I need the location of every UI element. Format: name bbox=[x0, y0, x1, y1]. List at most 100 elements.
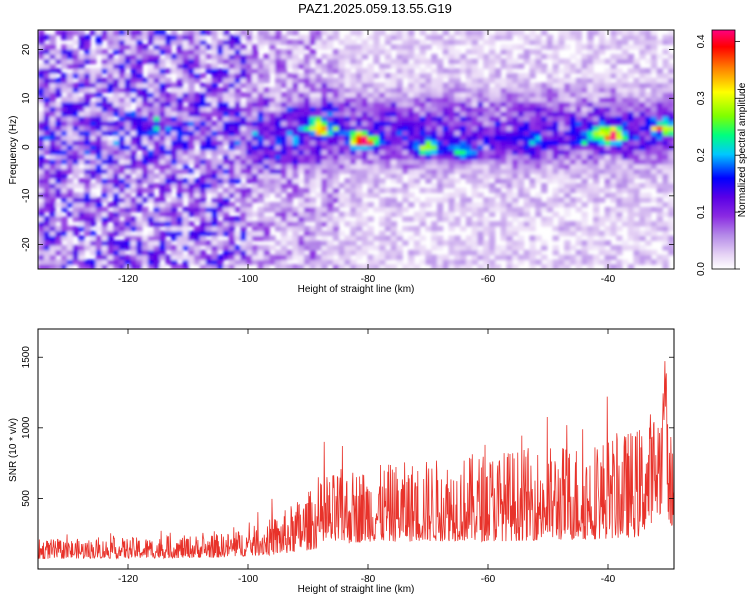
heatmap-cell bbox=[124, 211, 132, 218]
heatmap-cell bbox=[610, 135, 617, 141]
heatmap-cell bbox=[338, 77, 346, 84]
heatmap-cell bbox=[465, 206, 473, 213]
heatmap-cell bbox=[332, 106, 340, 112]
heatmap-cell bbox=[419, 206, 426, 213]
heatmap-cell bbox=[558, 116, 565, 122]
heatmap-cell bbox=[517, 259, 525, 265]
heatmap-cell bbox=[541, 245, 548, 251]
heatmap-cell bbox=[286, 211, 293, 218]
heatmap-cell bbox=[633, 82, 640, 88]
heatmap-cell bbox=[124, 82, 132, 88]
heatmap-cell bbox=[136, 221, 143, 227]
heatmap-cell bbox=[350, 259, 357, 265]
heatmap-cell bbox=[552, 120, 559, 127]
heatmap-cell bbox=[38, 187, 45, 194]
heatmap-cell bbox=[408, 77, 415, 84]
heatmap-cell bbox=[107, 77, 114, 84]
heatmap-cell bbox=[639, 73, 646, 79]
heatmap-cell bbox=[292, 125, 299, 131]
heatmap-cell bbox=[390, 187, 398, 194]
heatmap-cell bbox=[529, 249, 536, 256]
heatmap-cell bbox=[396, 168, 403, 174]
heatmap-cell bbox=[298, 135, 305, 141]
heatmap-cell bbox=[390, 144, 398, 151]
heatmap-cell bbox=[194, 92, 201, 98]
heatmap-cell bbox=[90, 68, 97, 74]
heatmap-cell bbox=[338, 82, 346, 88]
heatmap-cell bbox=[101, 120, 108, 127]
heatmap-cell bbox=[332, 225, 340, 232]
heatmap-cell bbox=[107, 39, 114, 45]
heatmap-cell bbox=[575, 139, 583, 146]
heatmap-cell bbox=[436, 77, 444, 84]
heatmap-cell bbox=[332, 87, 340, 93]
heatmap-cell bbox=[101, 101, 108, 108]
heatmap-cell bbox=[95, 202, 103, 208]
heatmap-cell bbox=[194, 96, 201, 103]
heatmap-cell bbox=[668, 92, 674, 98]
heatmap-cell bbox=[396, 116, 403, 122]
heatmap-cell bbox=[408, 159, 415, 165]
heatmap-cell bbox=[55, 87, 62, 93]
heatmap-cell bbox=[327, 249, 334, 256]
heatmap-cell bbox=[390, 101, 398, 108]
heatmap-cell bbox=[246, 230, 253, 237]
heatmap-cell bbox=[66, 154, 74, 160]
heatmap-cell bbox=[425, 101, 432, 108]
heatmap-cell bbox=[90, 216, 97, 222]
heatmap-cell bbox=[280, 73, 288, 79]
heatmap-cell bbox=[460, 125, 467, 131]
heatmap-cell bbox=[153, 135, 161, 141]
heatmap-cell bbox=[338, 120, 346, 127]
heatmap-cell bbox=[286, 77, 293, 84]
heatmap-cell bbox=[113, 92, 120, 98]
heatmap-cell bbox=[569, 82, 577, 88]
heatmap-cell bbox=[436, 264, 444, 269]
heatmap-cell bbox=[604, 73, 611, 79]
heatmap-cell bbox=[332, 173, 340, 179]
heatmap-cell bbox=[38, 225, 45, 232]
heatmap-cell bbox=[471, 87, 479, 93]
heatmap-cell bbox=[593, 44, 600, 50]
heatmap-cell bbox=[477, 106, 484, 112]
heatmap-cell bbox=[257, 135, 265, 141]
heatmap-cell bbox=[471, 249, 479, 256]
heatmap-cell bbox=[228, 63, 236, 69]
heatmap-cell bbox=[90, 135, 97, 141]
heatmap-cell bbox=[668, 154, 674, 160]
heatmap-cell bbox=[471, 159, 479, 165]
heatmap-cell bbox=[500, 135, 507, 141]
heatmap-cell bbox=[234, 92, 241, 98]
heatmap-cell bbox=[390, 63, 398, 69]
heatmap-cell bbox=[384, 135, 392, 141]
heatmap-cell bbox=[223, 192, 230, 198]
heatmap-cell bbox=[587, 63, 594, 69]
heatmap-cell bbox=[315, 149, 322, 155]
heatmap-cell bbox=[234, 73, 241, 79]
heatmap-cell bbox=[627, 68, 635, 74]
heatmap-cell bbox=[419, 87, 426, 93]
heatmap-cell bbox=[413, 135, 421, 141]
heatmap-cell bbox=[546, 73, 554, 79]
heatmap-cell bbox=[234, 68, 241, 74]
heatmap-cell bbox=[344, 168, 351, 174]
heatmap-cell bbox=[78, 144, 85, 151]
heatmap-cell bbox=[61, 264, 68, 269]
heatmap-cell bbox=[118, 39, 126, 45]
heatmap-cell bbox=[176, 192, 184, 198]
heatmap-cell bbox=[95, 225, 103, 232]
heatmap-cell bbox=[616, 130, 623, 136]
heatmap-cell bbox=[124, 159, 132, 165]
heatmap-cell bbox=[656, 125, 664, 131]
heatmap-cell bbox=[159, 235, 166, 241]
heatmap-cell bbox=[419, 120, 426, 127]
heatmap-cell bbox=[344, 53, 351, 60]
heatmap-cell bbox=[436, 225, 444, 232]
heatmap-cell bbox=[575, 58, 583, 65]
heatmap-cell bbox=[142, 264, 149, 269]
heatmap-cell bbox=[436, 245, 444, 251]
heatmap-cell bbox=[199, 211, 207, 218]
heatmap-cell bbox=[454, 206, 461, 213]
heatmap-cell bbox=[269, 216, 276, 222]
heatmap-cell bbox=[90, 206, 97, 213]
